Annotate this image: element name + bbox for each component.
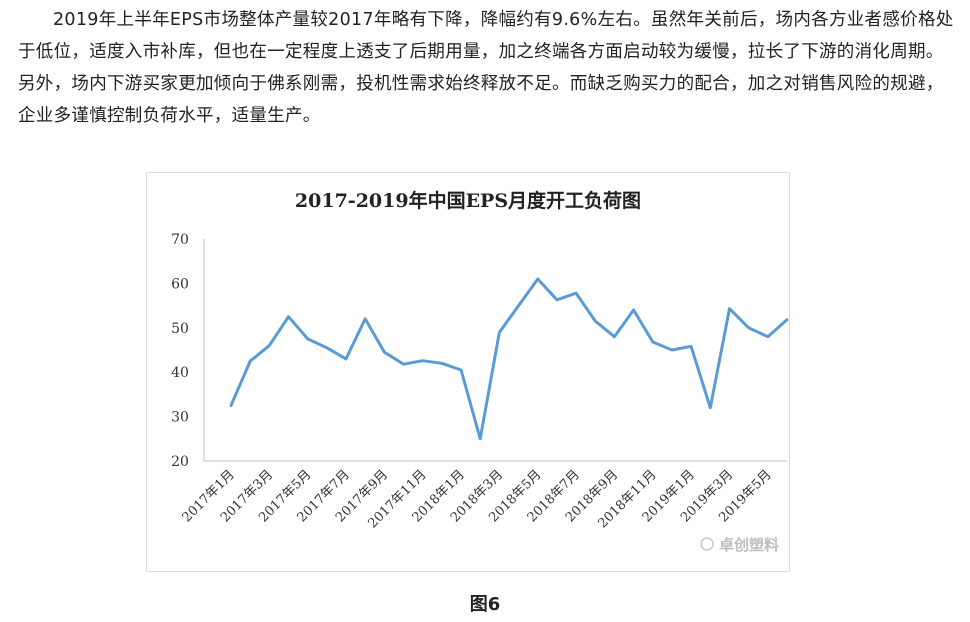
y-tick-label: 40 <box>171 365 189 381</box>
data-point <box>498 331 501 334</box>
data-point <box>421 359 424 362</box>
data-point <box>249 359 252 363</box>
data-point <box>383 351 386 354</box>
data-point <box>479 437 482 440</box>
x-axis: 2017年1月2017年3月2017年5月2017年7月2017年9月2017年… <box>180 460 787 531</box>
data-point <box>670 348 674 352</box>
y-tick-label: 70 <box>171 232 189 248</box>
eps-load-chart: 2017-2019年中国EPS月度开工负荷图 20 30 40 50 60 70 2017… <box>171 189 789 554</box>
watermark-text: 卓创塑料 <box>719 536 779 554</box>
data-point <box>402 363 405 366</box>
data-point <box>766 335 769 338</box>
data-point <box>613 335 616 338</box>
data-point <box>555 298 559 301</box>
data-point <box>440 362 444 365</box>
data-point <box>689 345 693 348</box>
series-layer <box>229 277 789 441</box>
data-point <box>517 304 520 307</box>
data-point <box>344 357 348 361</box>
data-point <box>574 292 578 295</box>
data-point <box>229 404 233 407</box>
data-point <box>306 337 309 341</box>
data-point <box>459 368 463 372</box>
data-point <box>728 307 731 310</box>
y-tick-label: 60 <box>171 276 189 292</box>
y-tick-label: 20 <box>171 454 189 470</box>
y-tick-label: 50 <box>171 321 189 337</box>
data-point <box>287 315 290 318</box>
figure-caption: 图6 <box>469 594 501 615</box>
y-tick-label: 30 <box>171 410 189 426</box>
data-point <box>325 346 329 349</box>
data-point <box>747 326 750 329</box>
data-point <box>785 318 789 321</box>
data-point <box>709 406 712 409</box>
chart-container: 2017-2019年中国EPS月度开工负荷图 20 30 40 50 60 70 2017… <box>146 172 790 572</box>
data-point <box>364 317 367 321</box>
article-paragraph: 2019年上半年EPS市场整体产量较2017年略有下降，降幅约有9.6%左右。虽… <box>18 10 954 126</box>
chart-title: 2017-2019年中国EPS月度开工负荷图 <box>295 189 641 212</box>
data-point <box>268 344 271 347</box>
data-point <box>632 308 635 312</box>
wechat-icon <box>700 537 714 551</box>
data-point <box>651 340 654 344</box>
y-axis: 20 30 40 50 60 70 <box>171 232 205 470</box>
watermark: 卓创塑料 <box>700 536 779 554</box>
series-line <box>229 277 789 441</box>
data-point <box>536 277 539 281</box>
data-point <box>594 319 597 323</box>
